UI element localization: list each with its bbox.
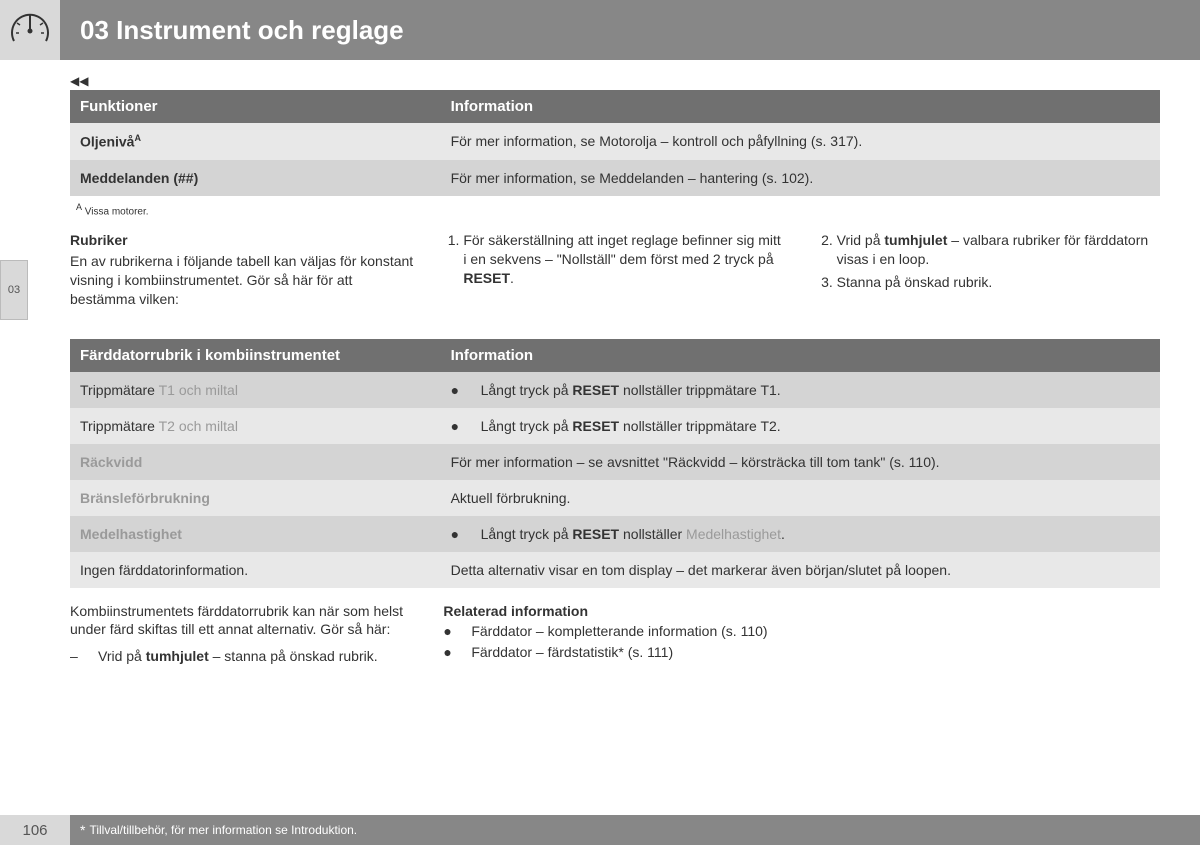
rubriker-heading: Rubriker bbox=[70, 231, 413, 250]
step-2: Vrid på tumhjulet – valbara rubriker för… bbox=[837, 231, 1160, 269]
t2-r6-left: Ingen färddatorinformation. bbox=[70, 552, 441, 588]
chapter-title: 03 Instrument och reglage bbox=[80, 15, 404, 46]
rubriker-section: Rubriker En av rubrikerna i följande tab… bbox=[70, 231, 1160, 309]
table2-header-2: Information bbox=[441, 339, 1160, 372]
t2-r2-left: Trippmätare T2 och miltal bbox=[70, 408, 441, 444]
side-tab: 03 bbox=[0, 260, 28, 320]
footer-note: *Tillval/tillbehör, för mer information … bbox=[70, 815, 1200, 845]
bottom-left-para: Kombiinstrumentets färddatorrubrik kan n… bbox=[70, 602, 413, 640]
t2-r4-right: Aktuell förbrukning. bbox=[441, 480, 1160, 516]
step-1: För säkerställning att inget reglage bef… bbox=[463, 231, 786, 288]
dash-list: – Vrid på tumhjulet – stanna på önskad r… bbox=[70, 647, 413, 666]
table1-row2-left: Meddelanden (##) bbox=[70, 160, 441, 196]
rubriker-intro: En av rubrikerna i följande tabell kan v… bbox=[70, 252, 413, 309]
t2-r1-left: Trippmätare T1 och miltal bbox=[70, 372, 441, 408]
functions-table: Funktioner Information OljenivåA För mer… bbox=[70, 90, 1160, 196]
continuation-arrows: ◀◀ bbox=[70, 74, 1160, 88]
related-item-1: ●Färddator – kompletterande information … bbox=[443, 622, 786, 641]
footnote-a: A Vissa motorer. bbox=[76, 202, 1160, 217]
steps-col2: För säkerställning att inget reglage bef… bbox=[443, 231, 786, 288]
table1-row2-right: För mer information, se Meddelanden – ha… bbox=[441, 160, 1160, 196]
table1-row1-right: För mer information, se Motorolja – kont… bbox=[441, 123, 1160, 160]
page-header: 03 Instrument och reglage bbox=[0, 0, 1200, 60]
gauge-icon-box bbox=[0, 0, 60, 60]
t2-r2-right: ●Långt tryck på RESET nollställer trippm… bbox=[441, 408, 1160, 444]
page-content: ◀◀ Funktioner Information OljenivåA För … bbox=[0, 60, 1200, 666]
page-number: 106 bbox=[0, 815, 70, 845]
t2-r5-left: Medelhastighet bbox=[70, 516, 441, 552]
table1-row1-left: OljenivåA bbox=[70, 123, 441, 160]
steps-col3: Vrid på tumhjulet – valbara rubriker för… bbox=[817, 231, 1160, 292]
t2-r3-right: För mer information – se avsnittet "Räck… bbox=[441, 444, 1160, 480]
related-list: ●Färddator – kompletterande information … bbox=[443, 622, 786, 662]
table2-header-1: Färddatorrubrik i kombiinstrumentet bbox=[70, 339, 441, 372]
t2-r6-right: Detta alternativ visar en tom display – … bbox=[441, 552, 1160, 588]
t2-r3-left: Räckvidd bbox=[70, 444, 441, 480]
t2-r4-left: Bränsleförbrukning bbox=[70, 480, 441, 516]
table1-header-1: Funktioner bbox=[70, 90, 441, 123]
t2-r1-right: ●Långt tryck på RESET nollställer trippm… bbox=[441, 372, 1160, 408]
table1-header-2: Information bbox=[441, 90, 1160, 123]
gauge-icon bbox=[10, 9, 50, 52]
dash-item: – Vrid på tumhjulet – stanna på önskad r… bbox=[70, 647, 413, 666]
tripdata-table: Färddatorrubrik i kombiinstrumentet Info… bbox=[70, 339, 1160, 588]
bottom-columns: Kombiinstrumentets färddatorrubrik kan n… bbox=[70, 602, 1160, 667]
step-3: Stanna på önskad rubrik. bbox=[837, 273, 1160, 292]
related-heading: Relaterad information bbox=[443, 602, 786, 621]
page-footer: 106 *Tillval/tillbehör, för mer informat… bbox=[0, 815, 1200, 845]
t2-r5-right: ●Långt tryck på RESET nollställer Medelh… bbox=[441, 516, 1160, 552]
related-item-2: ●Färddator – färdstatistik* (s. 111) bbox=[443, 643, 786, 662]
